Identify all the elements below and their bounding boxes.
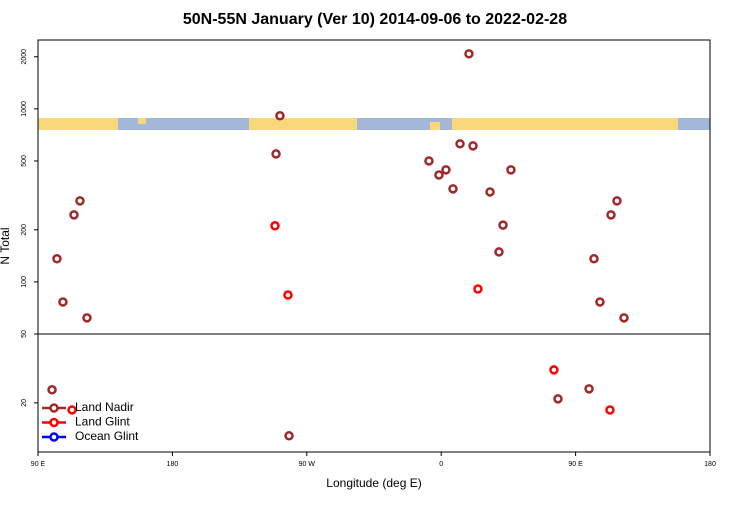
- y-tick-label: 500: [21, 155, 28, 167]
- x-axis-label: Longitude (deg E): [326, 476, 421, 490]
- point: [584, 384, 594, 394]
- point: [485, 187, 495, 197]
- legend-marker: [49, 432, 59, 442]
- point: [69, 210, 79, 220]
- x-tick-label: 180: [704, 461, 716, 468]
- point: [424, 156, 434, 166]
- point: [605, 405, 615, 415]
- point: [82, 313, 92, 323]
- point: [494, 247, 504, 257]
- x-tick-label: 90 W: [299, 461, 316, 468]
- point: [455, 139, 465, 149]
- x-tick-label: 180: [167, 461, 179, 468]
- point: [271, 149, 281, 159]
- y-tick-label: 2000: [21, 49, 28, 65]
- point: [283, 290, 293, 300]
- point: [612, 196, 622, 206]
- legend-marker: [49, 403, 59, 413]
- point: [47, 385, 57, 395]
- plot-frame: [37, 39, 711, 453]
- y-axis-label: N Total: [0, 227, 12, 264]
- point: [75, 196, 85, 206]
- point: [468, 141, 478, 151]
- legend-label: Land Nadir: [75, 400, 134, 414]
- point: [473, 284, 483, 294]
- x-tick-label: 90 E: [568, 461, 583, 468]
- x-tick-label: 90 E: [31, 461, 46, 468]
- point: [595, 297, 605, 307]
- legend-marker: [49, 417, 59, 428]
- y-tick-label: 100: [21, 276, 28, 288]
- y-tick-label: 20: [21, 399, 28, 407]
- point: [67, 405, 77, 415]
- y-tick-label: 1000: [21, 101, 28, 117]
- point: [619, 313, 629, 323]
- point: [464, 49, 474, 59]
- point: [58, 297, 68, 307]
- point: [589, 254, 599, 264]
- point: [498, 220, 508, 230]
- y-tick-label: 50: [21, 330, 28, 338]
- legend-label: Ocean Glint: [75, 429, 139, 443]
- point: [270, 221, 280, 231]
- point: [284, 431, 294, 441]
- point: [553, 394, 563, 404]
- legend-label: Land Glint: [75, 415, 130, 429]
- map-strip: [38, 118, 710, 130]
- point: [52, 254, 62, 264]
- x-tick-label: 0: [439, 461, 443, 468]
- point: [448, 184, 458, 194]
- point: [434, 170, 444, 180]
- point: [441, 165, 451, 175]
- point: [275, 111, 285, 121]
- point: [549, 365, 559, 375]
- point: [506, 165, 516, 175]
- y-tick-label: 200: [21, 224, 28, 236]
- point: [606, 210, 616, 220]
- chart-title: 50N-55N January (Ver 10) 2014-09-06 to 2…: [183, 11, 567, 28]
